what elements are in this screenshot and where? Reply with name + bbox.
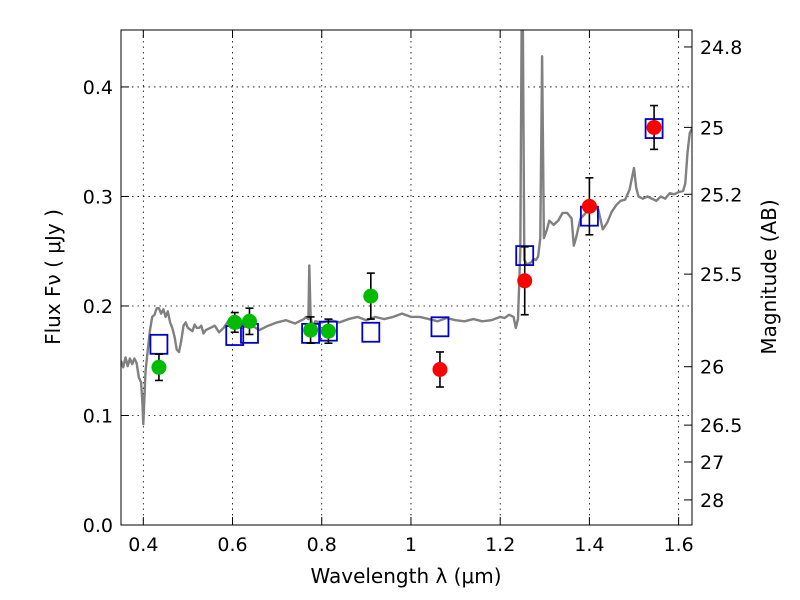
optical-detection-point [320, 323, 336, 339]
optical-detection-point [303, 322, 319, 338]
x-tick-label: 1 [405, 534, 417, 556]
nir-detection-point [646, 119, 662, 135]
model-sed-line [121, 30, 692, 426]
plot-frame [120, 29, 693, 526]
magnitude-tick-label: 26.5 [700, 415, 742, 437]
grid-lines [121, 30, 692, 525]
magnitude-axis-label: Magnitude (AB) [757, 199, 781, 354]
magnitude-tick-label: 28 [700, 490, 724, 512]
y-tick-label: 0.0 [83, 515, 113, 537]
x-tick-label: 0.8 [307, 534, 337, 556]
x-axis-label: Wavelength λ (μm) [310, 564, 501, 588]
magnitude-tick-label: 26 [700, 357, 724, 379]
data-layer [121, 30, 692, 426]
magnitude-tick-label: 25.2 [700, 184, 742, 206]
magnitude-tick-label: 25.5 [700, 264, 742, 286]
magnitude-tick-label: 24.8 [700, 37, 742, 59]
y-tick-label: 0.2 [83, 296, 113, 318]
axis-ticks: 0.4 0.6 0.8 1 1.2 1.4 1.6 0.0 0.1 0.2 0.3 0.4 24.8 25… [83, 30, 742, 556]
magnitude-tick-label: 25 [700, 117, 724, 139]
model-photometry-square [149, 333, 169, 355]
y-tick-label: 0.3 [83, 186, 113, 208]
model-photometry-square [361, 321, 381, 343]
y-tick-label: 0.1 [83, 405, 113, 427]
nir-detection-point [432, 361, 448, 377]
nir-detection-point [581, 198, 597, 214]
magnitude-tick-label: 27 [700, 452, 724, 474]
x-tick-label: 1.2 [485, 534, 515, 556]
optical-detection-point [151, 359, 167, 375]
optical-detection-point [227, 314, 243, 330]
nir-detection-point [517, 273, 533, 289]
optical-detection-point [363, 288, 379, 304]
x-tick-label: 1.6 [664, 534, 694, 556]
x-tick-label: 1.4 [574, 534, 604, 556]
x-tick-label: 0.6 [217, 534, 247, 556]
x-tick-label: 0.4 [128, 534, 158, 556]
model-photometry-square [430, 316, 450, 338]
y-axis-label: Flux Fν ( μJy ) [41, 209, 65, 345]
y-tick-label: 0.4 [83, 77, 113, 99]
optical-detection-point [241, 313, 257, 329]
